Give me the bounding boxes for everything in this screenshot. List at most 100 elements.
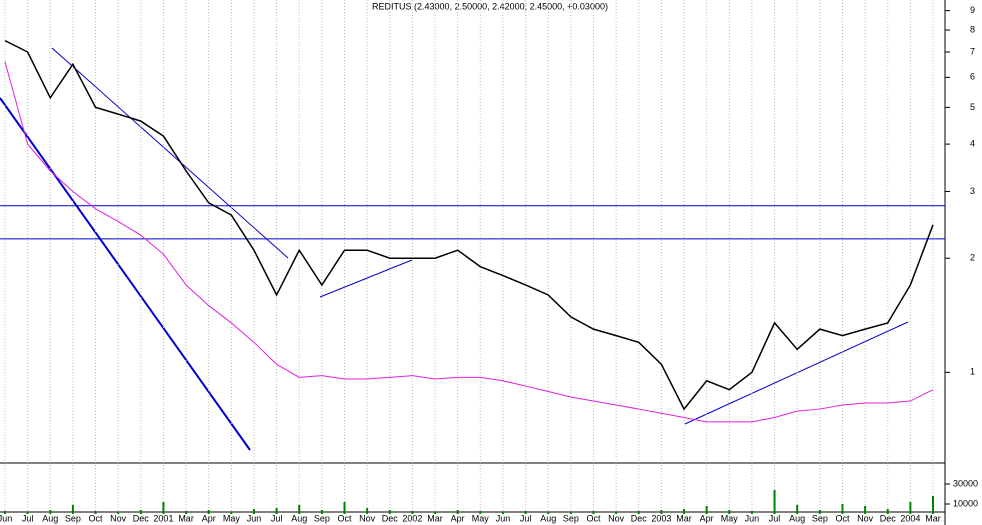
y-tick-label: 10000: [953, 498, 978, 508]
volume-bar: [388, 510, 391, 514]
volume-bar: [569, 512, 572, 514]
volume-bar: [501, 512, 504, 514]
y-tick-label: 8: [970, 24, 975, 34]
x-tick-label: Jul: [520, 513, 532, 523]
x-tick-label: Jun: [496, 513, 511, 523]
y-tick-label: 30000: [953, 478, 978, 488]
volume-bar: [592, 511, 595, 514]
volume-bar: [864, 506, 867, 514]
x-tick-label: Sep: [563, 513, 579, 523]
x-tick-label: 2003: [651, 513, 671, 523]
x-tick-label: Aug: [540, 513, 556, 523]
x-tick-label: Oct: [586, 513, 601, 523]
x-tick-label: Nov: [857, 513, 874, 523]
volume-bar: [886, 509, 889, 514]
x-tick-label: May: [472, 513, 490, 523]
x-tick-label: Aug: [789, 513, 805, 523]
y-tick-label: 6: [970, 72, 975, 82]
trend-line: [684, 321, 909, 425]
volume-bar: [26, 512, 29, 514]
trend-line: [51, 47, 289, 259]
volume-bar: [705, 506, 708, 514]
volume-bar: [796, 505, 799, 514]
x-tick-label: Jul: [271, 513, 283, 523]
x-tick-label: 2002: [402, 513, 422, 523]
chart-title: REDITUS (2.43000, 2.50000, 2.42000, 2.45…: [372, 1, 608, 11]
volume-bar: [4, 511, 6, 514]
volume-bar: [275, 508, 278, 514]
volume-bar: [637, 511, 640, 514]
x-tick-label: Apr: [700, 513, 714, 523]
y-tick-label: 3: [970, 186, 975, 196]
x-tick-label: Aug: [42, 513, 58, 523]
x-tick-label: Nov: [359, 513, 376, 523]
volume-bar: [434, 512, 437, 514]
volume-bar: [524, 511, 527, 514]
x-tick-label: Dec: [880, 513, 897, 523]
volume-bar: [230, 512, 233, 514]
x-tick-label: Apr: [451, 513, 465, 523]
volume-bar: [366, 508, 369, 514]
x-tick-label: Oct: [835, 513, 850, 523]
y-tick-label: 2: [970, 253, 975, 263]
volume-bar: [728, 510, 731, 514]
x-tick-label: Jun: [745, 513, 760, 523]
volume-bar: [117, 512, 120, 514]
y-tick-label: 4: [970, 138, 975, 148]
x-tick-label: Sep: [314, 513, 330, 523]
volume-bar: [162, 502, 165, 514]
x-tick-label: May: [223, 513, 241, 523]
x-tick-label: Mar: [178, 513, 194, 523]
x-tick-label: 2001: [153, 513, 173, 523]
volume-bar: [773, 490, 776, 514]
volume-bar: [252, 509, 255, 514]
volume-bar: [139, 510, 142, 514]
x-tick-label: Jul: [22, 513, 34, 523]
x-tick-label: Dec: [133, 513, 150, 523]
x-tick-label: Oct: [338, 513, 353, 523]
volume-bar: [615, 512, 618, 514]
y-tick-label: 9: [970, 5, 975, 15]
volume-bar: [818, 510, 821, 514]
x-tick-label: Sep: [812, 513, 828, 523]
trend-line: [0, 97, 251, 451]
volume-bar: [185, 511, 188, 514]
x-tick-label: Jun: [0, 513, 12, 523]
x-tick-label: Sep: [65, 513, 81, 523]
volume-bar: [343, 502, 346, 514]
volume-bar: [841, 504, 844, 514]
x-tick-label: Mar: [427, 513, 443, 523]
volume-bar: [909, 502, 912, 514]
y-tick-label: 7: [970, 46, 975, 56]
volume-bar: [320, 510, 323, 514]
volume-bar: [683, 509, 686, 514]
series-line: [4, 61, 934, 423]
volume-bar: [660, 510, 663, 514]
volume-bar: [547, 512, 550, 514]
volume-bar: [207, 510, 210, 514]
x-tick-label: Aug: [291, 513, 307, 523]
volume-bar: [298, 505, 301, 514]
volume-bar: [479, 511, 482, 514]
x-tick-label: Nov: [110, 513, 127, 523]
x-tick-label: Oct: [89, 513, 104, 523]
x-tick-label: Apr: [202, 513, 216, 523]
x-tick-label: Mar: [925, 513, 941, 523]
volume-bar: [411, 511, 414, 514]
x-tick-label: 2004: [900, 513, 920, 523]
x-tick-label: Jun: [247, 513, 262, 523]
x-tick-label: May: [721, 513, 739, 523]
volume-bar: [932, 496, 934, 514]
x-tick-label: Jul: [769, 513, 781, 523]
volume-bar: [750, 511, 753, 514]
x-tick-label: Nov: [608, 513, 625, 523]
y-tick-label: 5: [970, 102, 975, 112]
x-tick-label: Mar: [676, 513, 692, 523]
volume-bar: [71, 505, 74, 514]
volume-bar: [456, 510, 459, 514]
trend-line: [319, 259, 413, 298]
y-tick-label: 1: [970, 367, 975, 377]
x-tick-label: Dec: [631, 513, 648, 523]
